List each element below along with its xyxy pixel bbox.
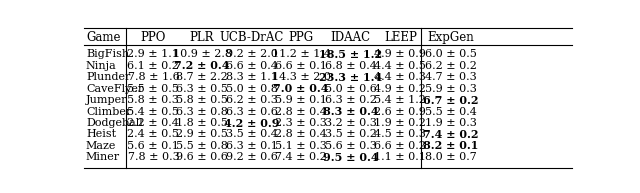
Text: 4.2 ± 0.9: 4.2 ± 0.9 — [224, 118, 280, 129]
Text: 7.8 ± 1.6: 7.8 ± 1.6 — [127, 72, 179, 82]
Text: 4.5 ± 0.3: 4.5 ± 0.3 — [374, 130, 426, 140]
Text: 3.5 ± 0.2: 3.5 ± 0.2 — [325, 130, 377, 140]
Text: 10.9 ± 2.8: 10.9 ± 2.8 — [173, 49, 232, 59]
Text: 5.9 ± 0.1: 5.9 ± 0.1 — [275, 95, 327, 105]
Text: 6.3 ± 0.2: 6.3 ± 0.2 — [325, 95, 377, 105]
Text: Heist: Heist — [86, 130, 116, 140]
Text: 4.9 ± 0.2: 4.9 ± 0.2 — [374, 84, 426, 94]
Text: IDAAC: IDAAC — [331, 31, 371, 44]
Text: PPO: PPO — [141, 31, 166, 44]
Text: 2.8 ± 0.4: 2.8 ± 0.4 — [275, 107, 327, 117]
Text: 5.6 ± 0.3: 5.6 ± 0.3 — [325, 141, 377, 151]
Text: 2.6 ± 0.9: 2.6 ± 0.9 — [374, 107, 426, 117]
Text: 3.2 ± 0.3: 3.2 ± 0.3 — [325, 118, 377, 128]
Text: ExpGen: ExpGen — [427, 31, 474, 44]
Text: 4.9 ± 0.9: 4.9 ± 0.9 — [374, 49, 426, 59]
Text: LEEP: LEEP — [384, 31, 417, 44]
Text: 5.8 ± 0.5: 5.8 ± 0.5 — [176, 95, 228, 105]
Text: 23.3 ± 1.4: 23.3 ± 1.4 — [319, 72, 383, 83]
Text: 9.2 ± 2.0: 9.2 ± 2.0 — [226, 49, 278, 59]
Text: Maze: Maze — [86, 141, 116, 151]
Text: 5.5 ± 0.5: 5.5 ± 0.5 — [127, 84, 179, 94]
Text: 5.5 ± 0.4: 5.5 ± 0.4 — [424, 107, 476, 117]
Text: 6.7 ± 0.2: 6.7 ± 0.2 — [423, 95, 478, 106]
Text: 2.8 ± 0.4: 2.8 ± 0.4 — [275, 130, 327, 140]
Text: PPG: PPG — [289, 31, 314, 44]
Text: 2.9 ± 1.1: 2.9 ± 1.1 — [127, 49, 179, 59]
Text: 6.3 ± 0.5: 6.3 ± 0.5 — [176, 84, 228, 94]
Text: 1.9 ± 0.2: 1.9 ± 0.2 — [374, 118, 426, 128]
Text: 7.0 ± 0.4: 7.0 ± 0.4 — [273, 83, 329, 94]
Text: 6.2 ± 0.2: 6.2 ± 0.2 — [424, 61, 476, 71]
Text: 4.7 ± 0.3: 4.7 ± 0.3 — [424, 72, 476, 82]
Text: 8.3 ± 0.4: 8.3 ± 0.4 — [323, 106, 379, 117]
Text: 8.2 ± 0.1: 8.2 ± 0.1 — [423, 141, 478, 152]
Text: UCB-DrAC: UCB-DrAC — [220, 31, 284, 44]
Text: 8.0 ± 0.7: 8.0 ± 0.7 — [424, 152, 476, 162]
Text: 7.4 ± 0.2: 7.4 ± 0.2 — [423, 129, 478, 140]
Text: 6.8 ± 0.4: 6.8 ± 0.4 — [325, 61, 377, 71]
Text: 6.3 ± 0.8: 6.3 ± 0.8 — [176, 107, 228, 117]
Text: 6.3 ± 0.6: 6.3 ± 0.6 — [226, 107, 278, 117]
Text: 7.4 ± 0.2: 7.4 ± 0.2 — [275, 152, 327, 162]
Text: 1.9 ± 0.3: 1.9 ± 0.3 — [424, 118, 476, 128]
Text: 9.2 ± 0.6: 9.2 ± 0.6 — [226, 152, 278, 162]
Text: 5.8 ± 0.3: 5.8 ± 0.3 — [127, 95, 179, 105]
Text: 5.0 ± 0.6: 5.0 ± 0.6 — [325, 84, 377, 94]
Text: 8.3 ± 1.1: 8.3 ± 1.1 — [226, 72, 278, 82]
Text: BigFish: BigFish — [86, 49, 129, 59]
Text: Plunder: Plunder — [86, 72, 131, 82]
Text: Miner: Miner — [86, 152, 120, 162]
Text: 6.1 ± 0.2: 6.1 ± 0.2 — [127, 61, 179, 71]
Text: 2.3 ± 0.3: 2.3 ± 0.3 — [275, 118, 327, 128]
Text: CaveFlyer: CaveFlyer — [86, 84, 143, 94]
Text: 9.6 ± 0.6: 9.6 ± 0.6 — [176, 152, 228, 162]
Text: 5.4 ± 1.2: 5.4 ± 1.2 — [374, 95, 426, 105]
Text: 5.1 ± 0.3: 5.1 ± 0.3 — [275, 141, 327, 151]
Text: 1.1 ± 0.1: 1.1 ± 0.1 — [374, 152, 426, 162]
Text: 2.2 ± 0.4: 2.2 ± 0.4 — [127, 118, 179, 128]
Text: Game: Game — [86, 31, 120, 44]
Text: 1.8 ± 0.5: 1.8 ± 0.5 — [176, 118, 228, 128]
Text: 7.8 ± 0.3: 7.8 ± 0.3 — [127, 152, 179, 162]
Text: 4.4 ± 0.3: 4.4 ± 0.3 — [374, 72, 426, 82]
Text: 14.3 ± 2.0: 14.3 ± 2.0 — [272, 72, 331, 82]
Text: 5.9 ± 0.3: 5.9 ± 0.3 — [424, 84, 476, 94]
Text: 5.6 ± 0.1: 5.6 ± 0.1 — [127, 141, 179, 151]
Text: 6.6 ± 0.2: 6.6 ± 0.2 — [374, 141, 426, 151]
Text: 18.5 ± 1.2: 18.5 ± 1.2 — [319, 49, 382, 60]
Text: 7.2 ± 0.4: 7.2 ± 0.4 — [174, 60, 230, 71]
Text: 4.4 ± 0.5: 4.4 ± 0.5 — [374, 61, 426, 71]
Text: 6.6 ± 0.1: 6.6 ± 0.1 — [275, 61, 327, 71]
Text: 2.4 ± 0.5: 2.4 ± 0.5 — [127, 130, 179, 140]
Text: 6.3 ± 0.1: 6.3 ± 0.1 — [226, 141, 278, 151]
Text: 11.2 ± 1.4: 11.2 ± 1.4 — [272, 49, 331, 59]
Text: Dodgeball: Dodgeball — [86, 118, 143, 128]
Text: 6.2 ± 0.3: 6.2 ± 0.3 — [226, 95, 278, 105]
Text: Climber: Climber — [86, 107, 131, 117]
Text: 5.5 ± 0.8: 5.5 ± 0.8 — [176, 141, 228, 151]
Text: 2.9 ± 0.5: 2.9 ± 0.5 — [176, 130, 228, 140]
Text: 5.4 ± 0.5: 5.4 ± 0.5 — [127, 107, 179, 117]
Text: 9.5 ± 0.4: 9.5 ± 0.4 — [323, 152, 379, 163]
Text: 3.5 ± 0.4: 3.5 ± 0.4 — [226, 130, 278, 140]
Text: Ninja: Ninja — [86, 61, 116, 71]
Text: 6.6 ± 0.4: 6.6 ± 0.4 — [226, 61, 278, 71]
Text: 8.7 ± 2.2: 8.7 ± 2.2 — [176, 72, 228, 82]
Text: 5.0 ± 0.8: 5.0 ± 0.8 — [226, 84, 278, 94]
Text: 6.0 ± 0.5: 6.0 ± 0.5 — [424, 49, 476, 59]
Text: PLR: PLR — [190, 31, 214, 44]
Text: Jumper: Jumper — [86, 95, 127, 105]
